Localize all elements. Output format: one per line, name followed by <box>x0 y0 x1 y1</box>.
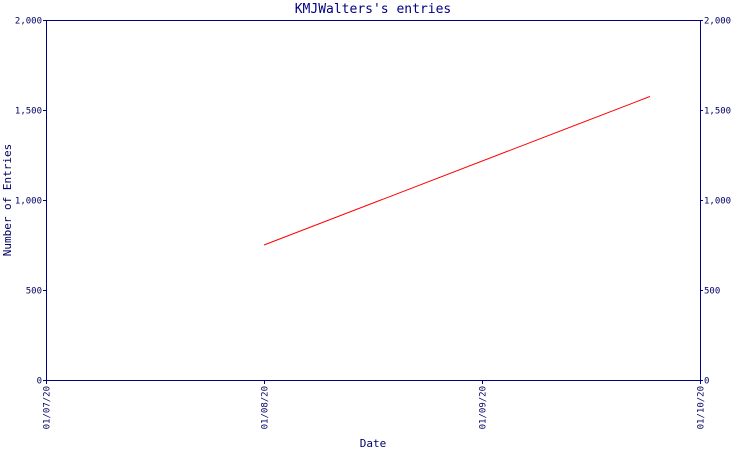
y-tick-label-right: 1,500 <box>704 107 731 117</box>
x-axis-title: Date <box>360 437 387 450</box>
x-tick-label: 01/09/20 <box>479 386 489 429</box>
y-axis-left-ticks: 0 500 1,000 1,500 2,000 <box>15 17 46 387</box>
series-line <box>263 96 651 246</box>
x-axis-ticks: 01/07/20 01/08/20 01/09/20 01/10/20 <box>43 380 707 429</box>
y-tick-label-right: 1,000 <box>704 197 731 207</box>
y-tick-label-left: 2,000 <box>15 17 42 27</box>
y-axis-right-ticks: 0 500 1,000 1,500 2,000 <box>700 17 731 387</box>
x-tick-label: 01/10/20 <box>697 386 707 429</box>
y-tick-label-right: 0 <box>704 377 709 387</box>
chart-title: KMJWalters's entries <box>295 2 452 17</box>
y-axis-title: Number of Entries <box>1 144 14 257</box>
y-tick-label-right: 2,000 <box>704 17 731 27</box>
y-tick-label-left: 1,500 <box>15 107 42 117</box>
plot-area <box>46 20 701 381</box>
x-tick-label: 01/07/20 <box>43 386 53 429</box>
x-tick-label: 01/08/20 <box>261 386 271 429</box>
y-tick-label-left: 500 <box>26 287 42 297</box>
y-tick-label-left: 0 <box>37 377 42 387</box>
y-tick-label-right: 500 <box>704 287 720 297</box>
y-tick-label-left: 1,000 <box>15 197 42 207</box>
series-layer <box>263 96 651 246</box>
